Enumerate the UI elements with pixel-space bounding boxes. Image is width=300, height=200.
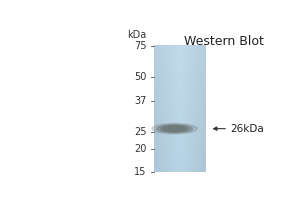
Text: 25: 25 — [134, 127, 147, 137]
Text: 75: 75 — [134, 41, 147, 51]
Ellipse shape — [161, 126, 188, 132]
Text: 26kDa: 26kDa — [230, 124, 264, 134]
Text: 37: 37 — [134, 96, 147, 106]
Ellipse shape — [152, 123, 197, 134]
Text: 15: 15 — [134, 167, 147, 177]
Ellipse shape — [157, 125, 193, 133]
Ellipse shape — [164, 126, 185, 131]
Text: 20: 20 — [134, 144, 147, 154]
Text: kDa: kDa — [128, 30, 147, 40]
Text: Western Blot: Western Blot — [184, 35, 263, 48]
Text: 50: 50 — [134, 72, 147, 82]
